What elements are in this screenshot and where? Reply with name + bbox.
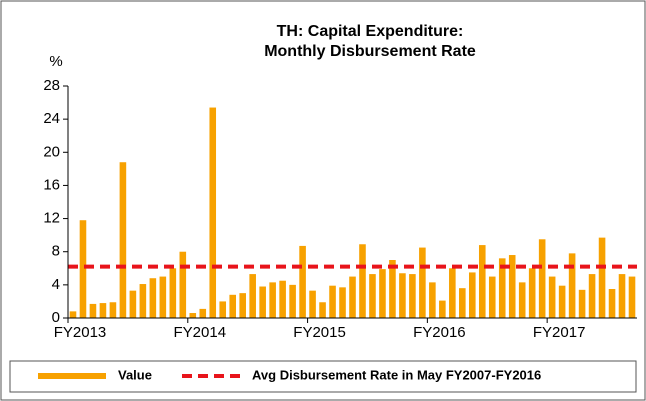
bar — [119, 162, 127, 318]
bar — [608, 289, 616, 318]
bar — [259, 286, 266, 318]
bar — [369, 274, 376, 318]
bar — [239, 293, 246, 318]
x-tick-label: FY2016 — [413, 324, 466, 341]
bar — [538, 239, 546, 318]
bar — [79, 220, 87, 318]
bar — [419, 247, 426, 318]
bar — [508, 255, 516, 318]
x-tick-label: FY2013 — [54, 324, 107, 341]
bar — [129, 290, 137, 318]
y-tick-label: 16 — [43, 176, 60, 193]
bar — [459, 288, 466, 318]
bar — [189, 313, 197, 318]
legend-label: Avg Disbursement Rate in May FY2007-FY20… — [252, 367, 541, 382]
bar — [339, 287, 346, 318]
x-tick-label: FY2015 — [293, 324, 346, 341]
bar — [618, 274, 626, 318]
bar — [588, 274, 596, 318]
bar — [139, 284, 147, 318]
bar — [149, 278, 157, 318]
bar — [478, 245, 486, 318]
bar — [249, 274, 256, 318]
bar — [568, 253, 576, 318]
bar — [389, 260, 396, 318]
bar — [468, 272, 476, 318]
bar — [99, 303, 107, 318]
bar — [399, 273, 406, 318]
bar — [548, 276, 556, 318]
bar — [429, 282, 436, 318]
bar — [219, 301, 227, 318]
bar — [209, 107, 217, 319]
bar — [269, 282, 276, 318]
bar — [319, 302, 326, 318]
x-tick-label: FY2017 — [533, 324, 586, 341]
bar — [69, 311, 77, 318]
bar — [89, 303, 97, 318]
bar — [558, 285, 566, 318]
bar — [109, 302, 117, 318]
bar — [488, 276, 496, 318]
bar — [518, 282, 526, 318]
bar — [359, 244, 366, 318]
legend-swatch — [38, 373, 106, 379]
chart-title: TH: Capital Expenditure: — [277, 23, 464, 40]
bar — [159, 276, 167, 318]
y-tick-label: 4 — [52, 276, 60, 293]
bar — [409, 274, 416, 318]
legend-box — [9, 360, 637, 393]
y-tick-label: 20 — [43, 143, 60, 160]
bar — [279, 280, 286, 318]
y-tick-label: 8 — [52, 243, 60, 260]
y-tick-label: 24 — [43, 110, 60, 127]
y-axis-label: % — [49, 53, 62, 70]
y-tick-label: 12 — [43, 210, 60, 227]
y-tick-label: 28 — [43, 77, 60, 94]
bar — [598, 237, 606, 318]
bar — [299, 245, 306, 318]
bar — [578, 289, 586, 318]
legend-label: Value — [118, 367, 152, 382]
y-tick-label: 0 — [52, 309, 60, 326]
chart-title: Monthly Disbursement Rate — [264, 43, 476, 60]
bar — [289, 284, 296, 318]
bar — [449, 268, 456, 318]
bar — [628, 276, 636, 318]
bar — [309, 290, 316, 318]
bar — [329, 285, 336, 318]
bar — [349, 276, 356, 318]
bar — [439, 300, 446, 318]
bar — [169, 268, 177, 318]
bar — [528, 268, 536, 318]
x-tick-label: FY2014 — [174, 324, 227, 341]
bar — [179, 251, 187, 318]
bar — [379, 269, 386, 318]
bar — [199, 308, 207, 318]
bar — [498, 258, 506, 318]
bar — [229, 294, 237, 318]
